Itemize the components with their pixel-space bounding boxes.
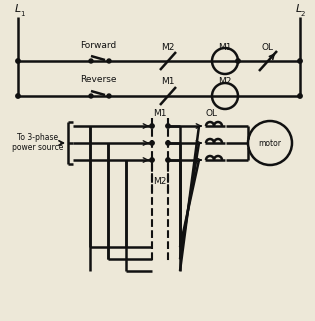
Circle shape xyxy=(166,158,170,162)
Text: motor: motor xyxy=(259,138,282,148)
Text: M2: M2 xyxy=(218,77,232,86)
Text: M1: M1 xyxy=(153,109,167,118)
Circle shape xyxy=(298,59,302,63)
Circle shape xyxy=(298,94,302,98)
Text: power source: power source xyxy=(12,143,64,152)
Circle shape xyxy=(150,124,154,128)
Circle shape xyxy=(150,141,154,145)
Circle shape xyxy=(150,158,154,162)
Text: To 3-phase: To 3-phase xyxy=(17,134,59,143)
Text: Reverse: Reverse xyxy=(80,75,116,84)
Text: Forward: Forward xyxy=(80,40,116,49)
Circle shape xyxy=(150,141,154,145)
Circle shape xyxy=(166,124,170,128)
Circle shape xyxy=(166,158,170,162)
Text: OL: OL xyxy=(262,42,274,51)
Circle shape xyxy=(150,158,154,162)
Circle shape xyxy=(107,94,111,98)
Circle shape xyxy=(107,59,111,63)
Text: M2: M2 xyxy=(161,42,175,51)
Circle shape xyxy=(236,59,240,63)
Circle shape xyxy=(16,59,20,63)
Text: 2: 2 xyxy=(301,11,305,17)
Text: L: L xyxy=(15,4,21,14)
Circle shape xyxy=(89,59,93,63)
Text: M1: M1 xyxy=(161,77,175,86)
Text: L: L xyxy=(296,4,302,14)
Text: M2: M2 xyxy=(153,178,167,187)
Circle shape xyxy=(16,94,20,98)
Circle shape xyxy=(166,141,170,145)
Text: M1: M1 xyxy=(218,42,232,51)
Text: OL: OL xyxy=(206,109,218,118)
Circle shape xyxy=(89,94,93,98)
Text: 1: 1 xyxy=(20,11,25,17)
Circle shape xyxy=(166,141,170,145)
Circle shape xyxy=(166,124,170,128)
Circle shape xyxy=(150,124,154,128)
